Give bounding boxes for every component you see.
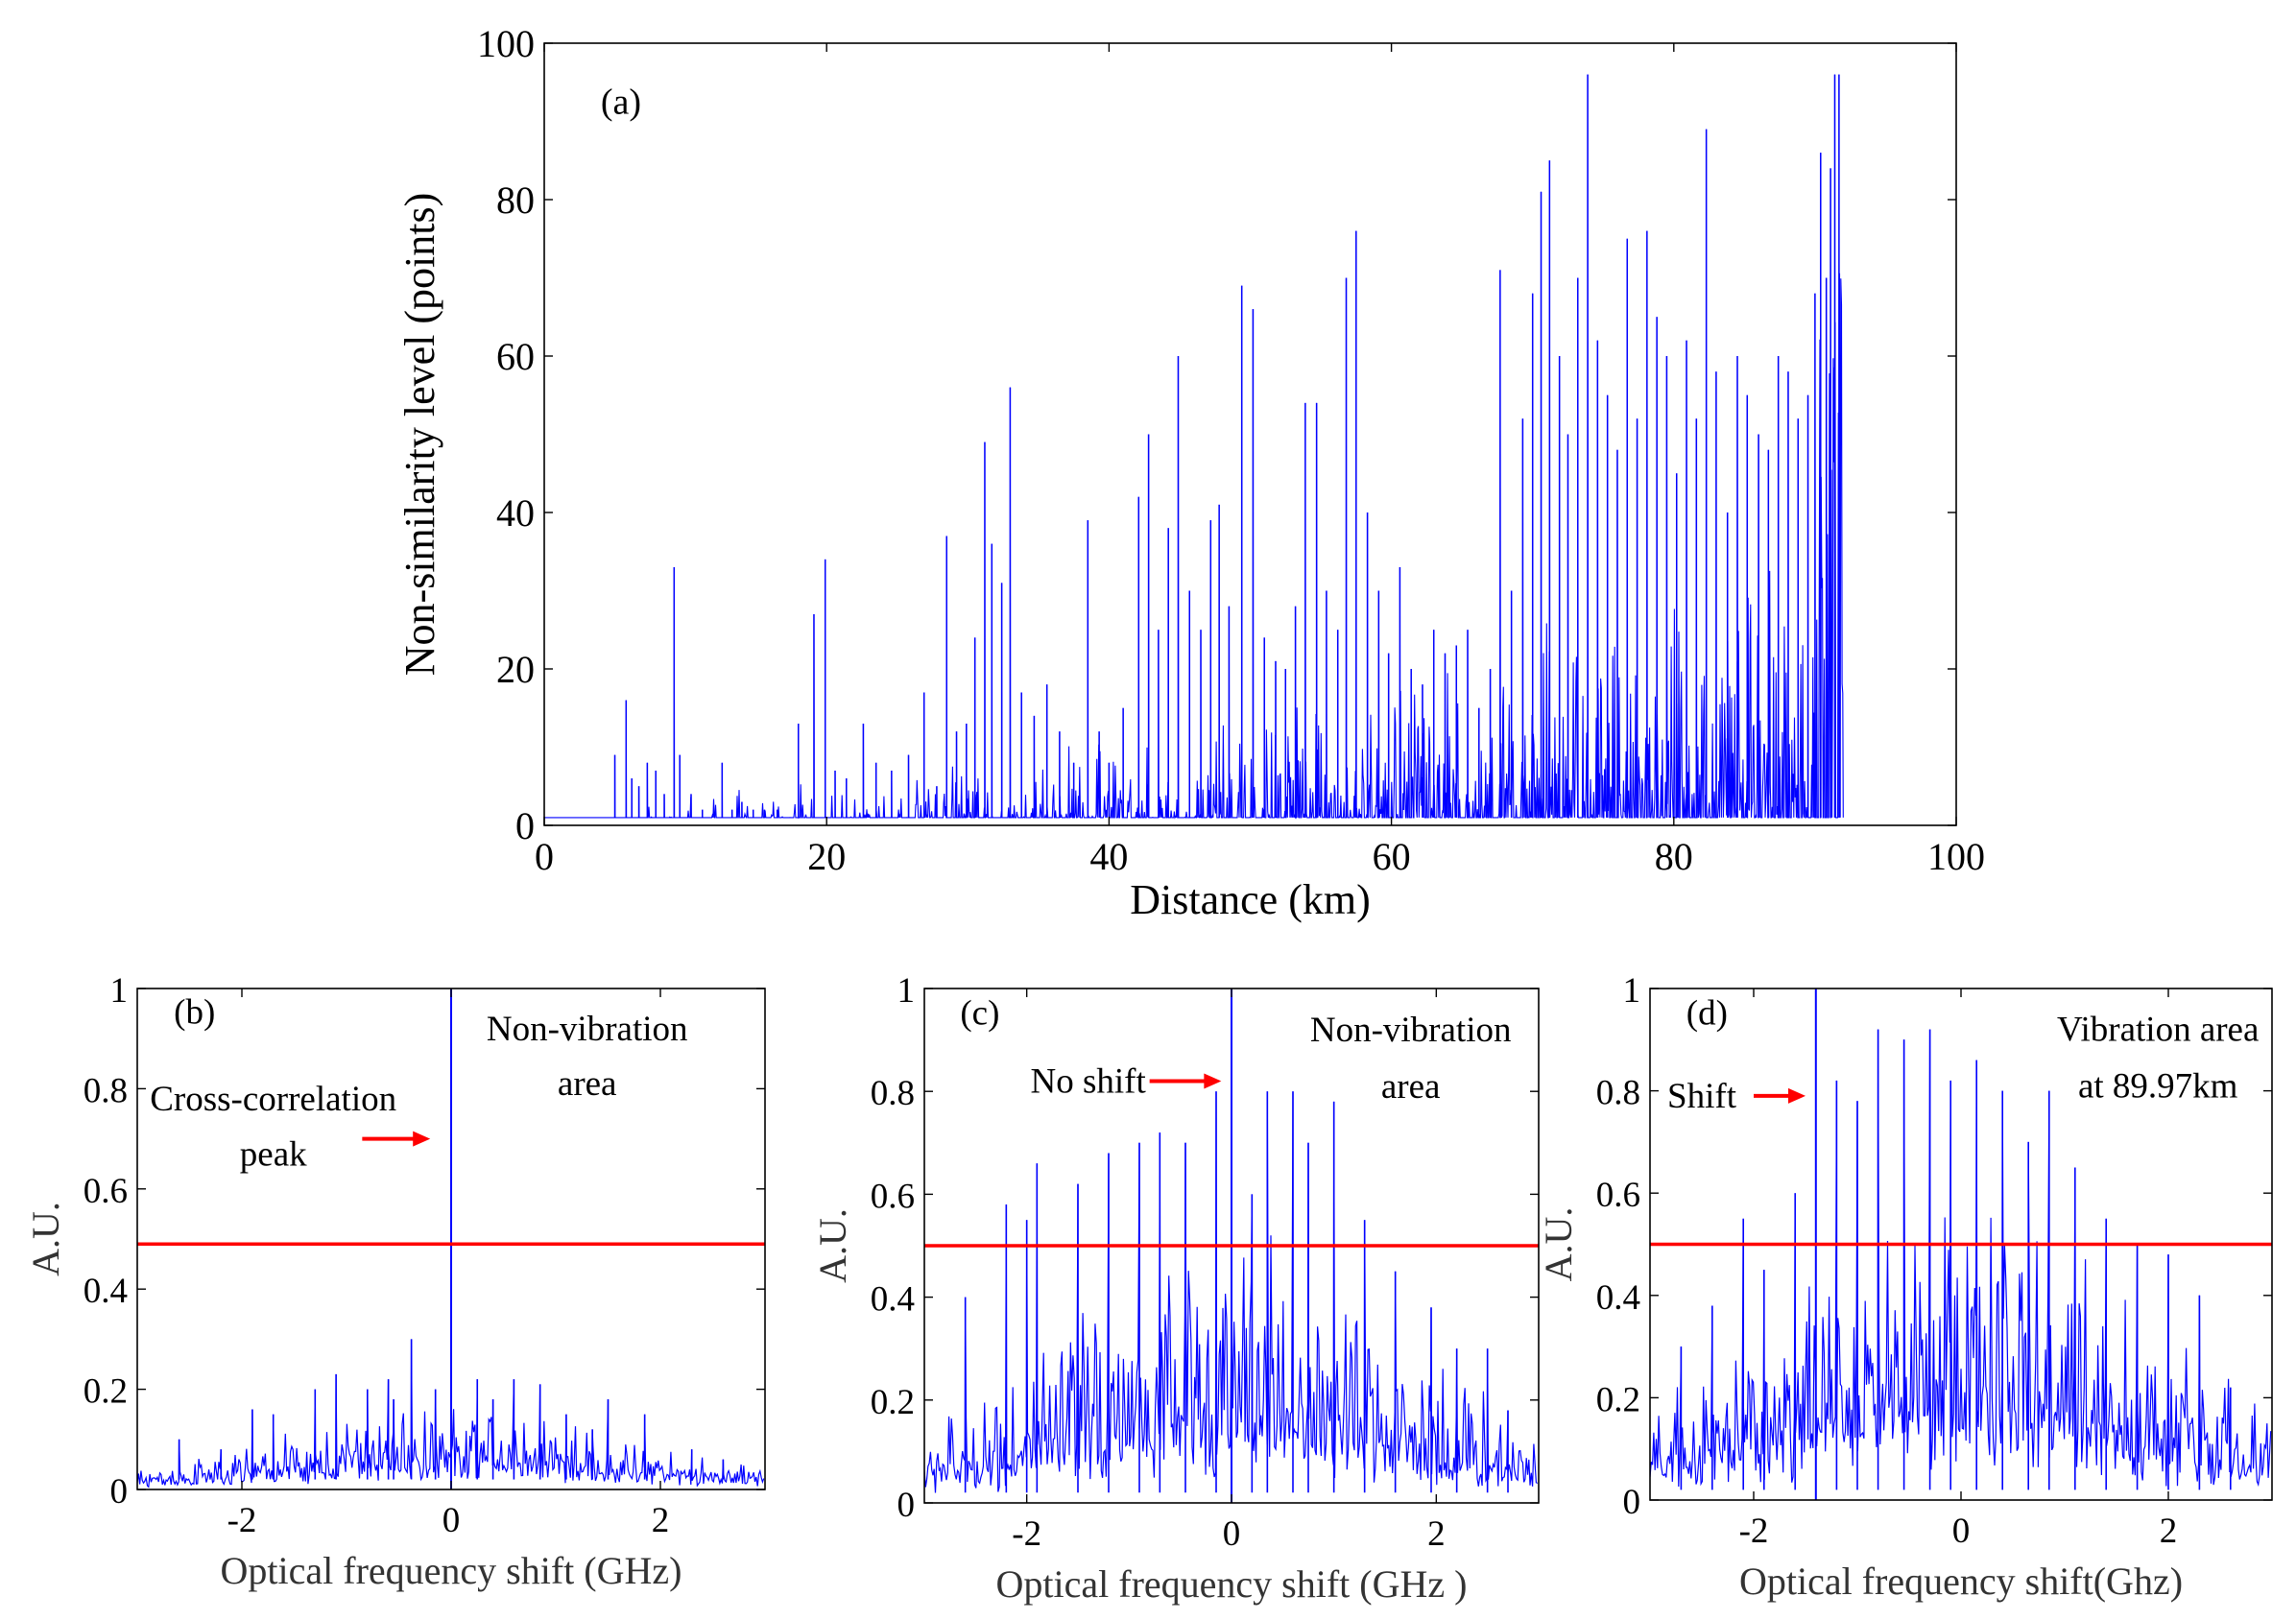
y-axis-label-a: Non-similarity level (points) xyxy=(396,193,443,676)
annotation-d-0: Vibration area xyxy=(2057,1011,2259,1050)
y-tick-label-d-0: 0 xyxy=(1623,1483,1641,1522)
y-tick-label-d-1: 0.2 xyxy=(1596,1380,1640,1419)
arrow-head-c xyxy=(1204,1073,1222,1089)
x-tick-label-c-2: 2 xyxy=(1427,1514,1446,1554)
x-tick-label-c-0: -2 xyxy=(1012,1514,1041,1554)
x-tick-label-b-1: 0 xyxy=(442,1501,461,1540)
x-tick-label-a-0: 0 xyxy=(535,835,554,878)
annotation-c-1: area xyxy=(1381,1067,1441,1107)
arrow-head-d xyxy=(1788,1087,1806,1104)
x-tick-label-a-4: 80 xyxy=(1655,835,1693,878)
y-tick-label-b-5: 1 xyxy=(110,971,129,1011)
y-tick-label-d-4: 0.8 xyxy=(1596,1074,1640,1113)
annotation-b-1: area xyxy=(558,1064,617,1104)
x-axis-label-c: Optical frequency shift (GHz ) xyxy=(996,1562,1468,1606)
y-tick-label-d-3: 0.6 xyxy=(1596,1176,1640,1215)
y-tick-label-a-1: 20 xyxy=(496,648,535,691)
panel-b: -2 0 2 0 0.2 0.4 0.6 0.8 1 Optical frequency shif… xyxy=(24,971,766,1592)
panel-c: -2 0 2 0 0.2 0.4 0.6 0.8 1 Optical frequency shif… xyxy=(811,971,1540,1606)
series-trace-a xyxy=(544,74,1844,820)
panel-label-c: (c) xyxy=(960,994,999,1034)
panel-label-b: (b) xyxy=(174,993,215,1033)
y-tick-label-c-4: 0.8 xyxy=(871,1074,915,1113)
annotation-d-2: Shift xyxy=(1667,1077,1737,1116)
panel-d: -2 0 2 0 0.2 0.4 0.6 0.8 1 Optical frequency shif… xyxy=(1537,971,2273,1603)
y-tick-label-c-0: 0 xyxy=(897,1486,916,1525)
x-axis-label-b: Optical frequency shift (GHz) xyxy=(221,1549,682,1592)
annotation-d-1: at 89.97km xyxy=(2078,1066,2238,1106)
x-tick-label-a-2: 40 xyxy=(1089,835,1128,878)
arrow-head-b xyxy=(413,1131,431,1147)
x-tick-label-d-0: -2 xyxy=(1739,1512,1769,1551)
y-tick-label-a-2: 40 xyxy=(496,491,535,535)
x-tick-label-a-1: 20 xyxy=(807,835,846,878)
panel-label-a: (a) xyxy=(601,82,641,122)
annotation-b-3: peak xyxy=(240,1134,307,1174)
x-tick-label-a-3: 60 xyxy=(1373,835,1411,878)
x-tick-label-b-2: 2 xyxy=(652,1501,670,1540)
y-tick-label-d-2: 0.4 xyxy=(1596,1278,1640,1318)
y-tick-label-b-3: 0.6 xyxy=(84,1172,128,1211)
series-trace-d xyxy=(1650,1029,2272,1488)
y-tick-label-a-3: 60 xyxy=(496,335,535,378)
y-tick-label-d-5: 1 xyxy=(1623,971,1641,1011)
series-trace-b xyxy=(137,1339,765,1489)
x-tick-label-a-5: 100 xyxy=(1927,835,1985,878)
y-tick-label-c-3: 0.6 xyxy=(871,1177,915,1216)
y-tick-label-a-4: 80 xyxy=(496,179,535,222)
x-tick-label-d-2: 2 xyxy=(2160,1512,2178,1551)
annotation-b-2: Cross-correlation xyxy=(150,1080,396,1119)
y-tick-label-a-0: 0 xyxy=(515,804,535,847)
panel-a: 0 20 40 60 80 100 0 20 40 60 80 100 Distance (km) Non… xyxy=(396,22,1985,923)
x-tick-label-c-1: 0 xyxy=(1223,1514,1241,1554)
x-axis-label-d: Optical frequency shift(Ghz) xyxy=(1739,1560,2183,1603)
panel-label-d: (d) xyxy=(1686,993,1728,1033)
y-tick-label-b-0: 0 xyxy=(110,1472,129,1512)
y-tick-label-c-1: 0.2 xyxy=(871,1383,915,1422)
annotation-c-2: No shift xyxy=(1031,1061,1147,1101)
y-tick-label-a-5: 100 xyxy=(477,22,535,65)
y-tick-label-b-4: 0.8 xyxy=(84,1071,128,1110)
y-tick-label-b-1: 0.2 xyxy=(84,1372,128,1412)
y-tick-label-b-2: 0.4 xyxy=(84,1272,128,1311)
y-axis-label-c: A.U. xyxy=(811,1208,854,1283)
annotation-b-0: Non-vibration xyxy=(487,1010,688,1049)
y-axis-label-b: A.U. xyxy=(24,1202,67,1276)
x-tick-label-b-0: -2 xyxy=(227,1501,257,1540)
x-tick-label-d-1: 0 xyxy=(1952,1512,1971,1551)
y-axis-label-d: A.U. xyxy=(1537,1207,1580,1282)
y-tick-label-c-2: 0.4 xyxy=(871,1280,915,1320)
y-tick-label-c-5: 1 xyxy=(897,971,916,1011)
annotation-c-0: Non-vibration xyxy=(1310,1011,1512,1050)
plot-frame-a xyxy=(543,42,1957,826)
x-axis-label-a: Distance (km) xyxy=(1130,876,1370,923)
